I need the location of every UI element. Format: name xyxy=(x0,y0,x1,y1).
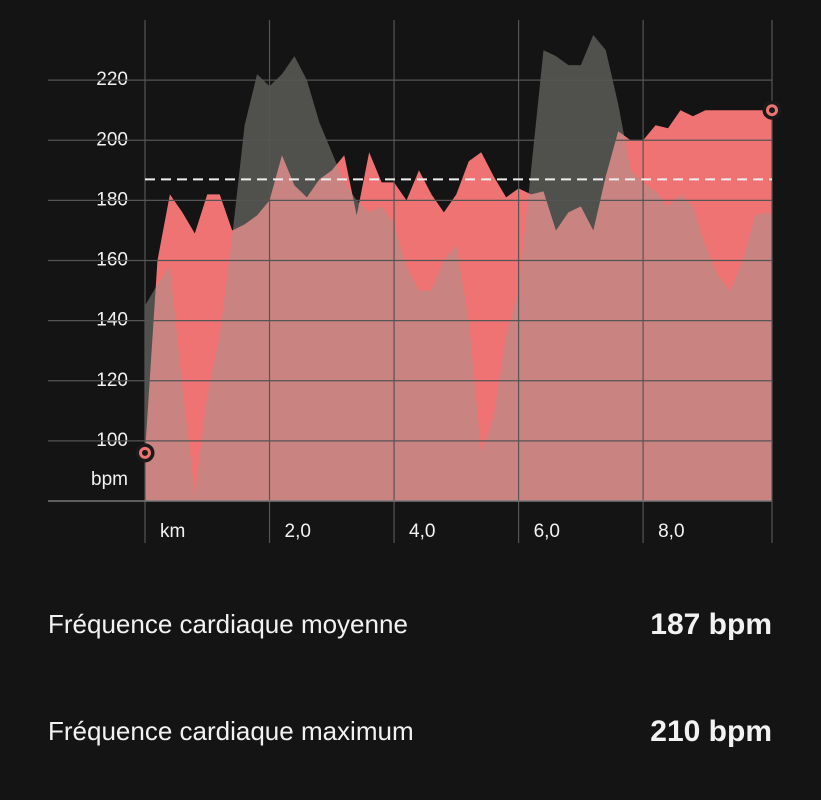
x-tick-label: 4,0 xyxy=(409,521,435,542)
x-tick-label: km xyxy=(160,521,185,542)
stat-label: Fréquence cardiaque moyenne xyxy=(48,609,408,639)
x-tick-label: 8,0 xyxy=(658,521,684,542)
x-tick-label: 6,0 xyxy=(534,521,560,542)
area xyxy=(145,110,772,501)
endpoint-marker-ring xyxy=(766,104,778,117)
stat-value: 210 bpm xyxy=(650,715,772,748)
stat-value: 187 bpm xyxy=(650,608,772,641)
endpoint-marker-ring xyxy=(139,446,151,459)
stat-label: Fréquence cardiaque maximum xyxy=(48,716,414,746)
area xyxy=(145,35,772,501)
x-tick-label: 2,0 xyxy=(285,521,311,542)
y-unit: bpm xyxy=(91,469,128,490)
